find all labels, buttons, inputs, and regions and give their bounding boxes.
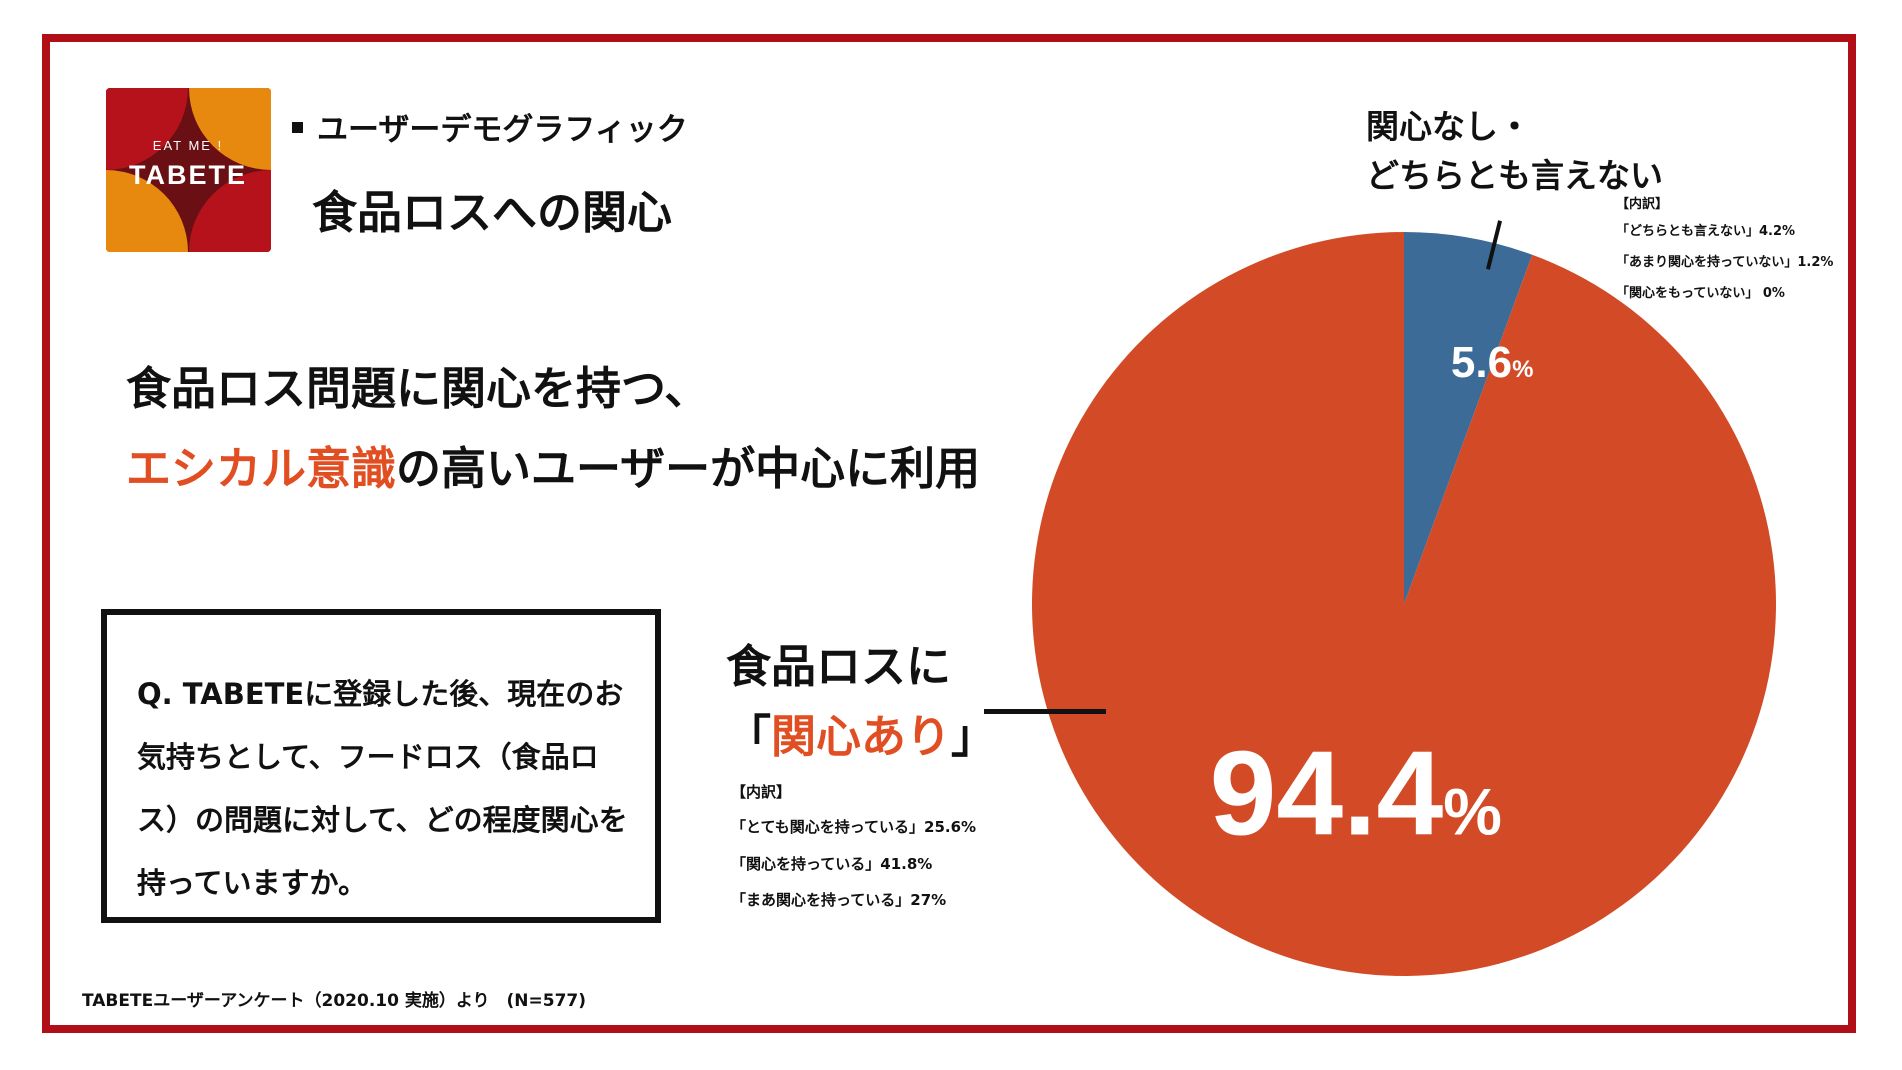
yes-breakdown-title: 【内訳】	[731, 783, 792, 801]
question-text: Q. TABETEに登録した後、現在のお気持ちとして、フードロス（食品ロス）の問…	[137, 677, 628, 900]
pie-slice	[1404, 232, 1533, 604]
interest-yes-label: 食品ロスに	[726, 640, 952, 693]
slice-value-unit: %	[1512, 356, 1533, 383]
yes-breakdown-item: 「とても関心を持っている」25.6%	[731, 818, 977, 836]
slice-value-number: 94.4	[1210, 727, 1444, 861]
logo-tagline: EAT ME !	[153, 138, 223, 153]
tabete-logo: EAT ME ! TABETE	[106, 88, 271, 252]
no-breakdown-item: 「どちらとも言えない」4.2%	[1616, 224, 1796, 239]
section-label: ユーザーデモグラフィック	[292, 104, 688, 149]
yes-breakdown-item: 「関心を持っている」41.8%	[731, 855, 933, 873]
slice-value-label: 94.4%	[1210, 727, 1502, 861]
slice-value-unit: %	[1443, 775, 1502, 849]
slide-frame	[42, 34, 1856, 1033]
no-breakdown-item: 「関心をもっていない」 0%	[1616, 286, 1785, 301]
headline-rest: の高いユーザーが中心に利用	[396, 442, 981, 495]
no-breakdown-item: 「あまり関心を持っていない」1.2%	[1616, 255, 1834, 270]
yes-breakdown-item: 「まあ関心を持っている」27%	[731, 891, 947, 909]
headline-line-2: エシカル意識の高いユーザーが中心に利用	[126, 432, 980, 497]
headline-line-1: 食品ロス問題に関心を持つ、	[126, 362, 710, 415]
interest-yes-accent: 関心あり	[771, 710, 952, 763]
yes-leader-line	[984, 709, 1106, 714]
headline-accent: エシカル意識	[126, 442, 397, 495]
no-breakdown-title: 【内訳】	[1616, 197, 1669, 212]
pie-slice	[1032, 232, 1776, 976]
quote-open: 「	[726, 710, 772, 763]
slice-value-number: 5.6	[1451, 338, 1512, 387]
slice-value-label: 5.6%	[1451, 338, 1534, 387]
section-label-text: ユーザーデモグラフィック	[317, 112, 688, 148]
interest-no-label-line-2: どちらとも言えない	[1366, 156, 1663, 195]
page-title: 食品ロスへの関心	[312, 186, 673, 239]
question-box: Q. TABETEに登録した後、現在のお気持ちとして、フードロス（食品ロス）の問…	[101, 609, 661, 923]
interest-no-label-line-1: 関心なし・	[1366, 107, 1531, 146]
bullet-icon	[292, 122, 303, 133]
pie-chart: 5.6%94.4%	[1032, 232, 1776, 976]
interest-yes-quote: 「関心あり」	[726, 700, 996, 765]
quote-close: 」	[951, 710, 997, 763]
source-footnote: TABETEユーザーアンケート（2020.10 実施）より (N=577)	[82, 991, 587, 1011]
logo-wordmark: TABETE	[129, 160, 247, 190]
